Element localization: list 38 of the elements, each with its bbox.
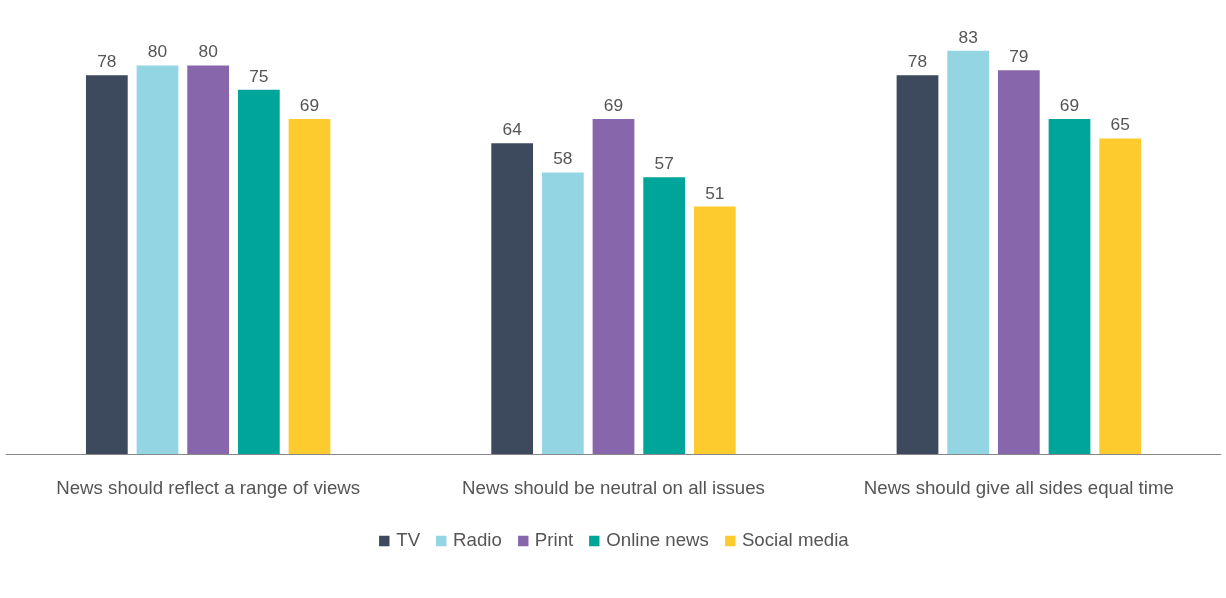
data-label: 69 xyxy=(299,94,320,115)
bar xyxy=(541,172,584,455)
data-label: 69 xyxy=(603,94,624,115)
bar xyxy=(1099,138,1142,455)
data-label: 64 xyxy=(502,119,523,140)
bar xyxy=(997,70,1040,455)
legend-label: Radio xyxy=(453,529,502,551)
bar xyxy=(288,118,331,455)
legend-label: Online news xyxy=(606,529,709,551)
data-label: 78 xyxy=(97,51,117,72)
data-label: 75 xyxy=(249,65,269,86)
data-label: 80 xyxy=(147,41,168,62)
bar xyxy=(592,118,635,455)
data-label: 65 xyxy=(1110,114,1130,135)
data-label: 69 xyxy=(1059,94,1080,115)
x-tick-label: News should reflect a range of views xyxy=(56,476,361,498)
legend-label: Print xyxy=(534,529,574,551)
bar xyxy=(693,206,736,455)
data-label: 58 xyxy=(553,148,573,169)
bar xyxy=(896,75,939,455)
data-label: 78 xyxy=(907,51,928,72)
data-label: 80 xyxy=(198,41,218,62)
data-label: 57 xyxy=(654,153,674,174)
bar xyxy=(237,89,280,455)
x-tick-label: News should give all sides equal time xyxy=(863,476,1174,498)
data-label: 51 xyxy=(705,182,725,203)
data-label: 79 xyxy=(1009,46,1029,67)
bar xyxy=(1048,118,1091,455)
data-label: 83 xyxy=(958,26,978,47)
x-tick-label: News should be neutral on all issues xyxy=(462,476,765,498)
bar xyxy=(491,143,534,455)
bar xyxy=(85,75,128,455)
bar xyxy=(136,65,179,455)
legend-label: Social media xyxy=(741,529,849,551)
bar xyxy=(187,65,230,455)
bar xyxy=(947,50,990,455)
legend-label: TV xyxy=(396,529,421,551)
bar xyxy=(643,177,686,455)
